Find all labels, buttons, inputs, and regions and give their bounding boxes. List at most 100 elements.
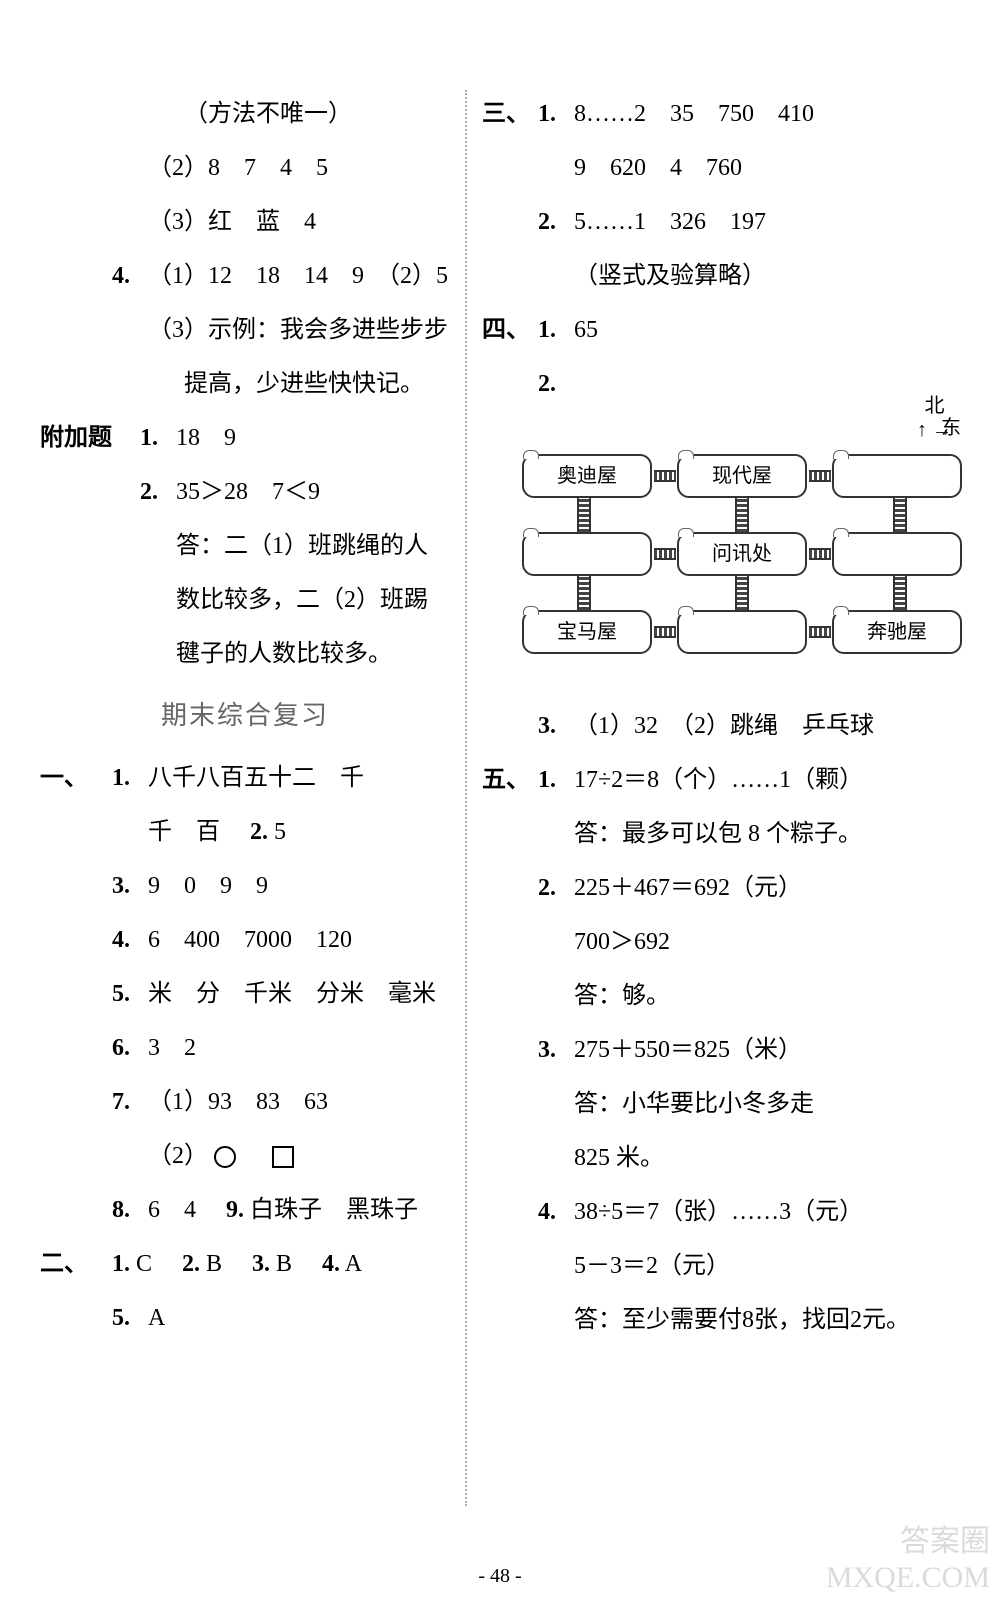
text-line: 答：最多可以包 8 个粽子。 [482, 810, 982, 858]
text: 275＋550＝825（米） [574, 1026, 982, 1074]
text-line: 答：小华要比小冬多走 [482, 1080, 982, 1128]
text: 毽子的人数比较多。 [176, 630, 450, 678]
h-connector [654, 470, 676, 482]
text: （2） [148, 1143, 208, 1169]
item-number: 9. [226, 1197, 244, 1223]
text-line: 3. （1）32 （2）跳绳 乒乓球 [482, 702, 982, 750]
text: （1）32 （2）跳绳 乒乓球 [574, 702, 982, 750]
item-number: 2. [140, 468, 176, 516]
v-connector [893, 576, 907, 610]
section-label: 二、 [40, 1240, 112, 1288]
column-divider [465, 90, 467, 1506]
text-line: （竖式及验算略） [482, 252, 982, 300]
text-line: 4. （1）12 18 14 9 （2）5 [40, 252, 450, 300]
h-connector [809, 470, 831, 482]
text-line: 毽子的人数比较多。 [40, 630, 450, 678]
map-node [677, 610, 807, 654]
text-line: 附加题 1. 18 9 [40, 414, 450, 462]
text: C [136, 1251, 176, 1277]
text-line: 答：够。 [482, 972, 982, 1020]
text: 35＞28 7＜9 [176, 468, 450, 516]
text-line: 6. 3 2 [40, 1024, 450, 1072]
text: 1. C 2. B 3. B 4. A [112, 1240, 450, 1288]
text: （方法不唯一） [184, 90, 450, 138]
map-node [522, 532, 652, 576]
grid-row: 宝马屋 奔驰屋 [522, 610, 962, 654]
text-line: 700＞692 [482, 918, 982, 966]
text-line: 3. 275＋550＝825（米） [482, 1026, 982, 1074]
text: 9 0 9 9 [148, 862, 450, 910]
text: （1）12 18 14 9 （2）5 [148, 252, 450, 300]
item-number: 1. [140, 414, 176, 462]
text: 白珠子 黑珠子 [250, 1197, 418, 1223]
item-number: 4. [112, 916, 148, 964]
text: A [148, 1294, 450, 1342]
compass-north: 北 [917, 394, 952, 418]
text-line: 2. 5……1 326 197 [482, 198, 982, 246]
text: （2）8 7 4 5 [148, 144, 450, 192]
item-number: 3. [252, 1251, 270, 1277]
compass-east: 东 [941, 416, 961, 440]
square-icon [272, 1146, 294, 1168]
text-line: 4. 6 400 7000 120 [40, 916, 450, 964]
right-column: 三、 1. 8……2 35 750 410 9 620 4 760 2. 5……… [472, 90, 992, 1506]
text-line: 4. 38÷5＝7（张）……3（元） [482, 1188, 982, 1236]
text: 答：够。 [574, 972, 982, 1020]
text-line: 7. （1）93 83 63 [40, 1078, 450, 1126]
item-number: 1. [112, 754, 148, 802]
item-number: 5. [112, 970, 148, 1018]
arrow-icon: ↑ [917, 418, 927, 442]
circle-icon [214, 1146, 236, 1168]
text: 3 2 [148, 1024, 450, 1072]
section-label: 一、 [40, 754, 112, 802]
watermark-text: 答案圈 [826, 1524, 990, 1560]
text: 提高，少进些快快记。 [184, 360, 450, 408]
map-node: 现代屋 [677, 454, 807, 498]
v-connector-row [522, 498, 962, 532]
text: A [345, 1251, 362, 1277]
map-node: 宝马屋 [522, 610, 652, 654]
v-connector [577, 498, 591, 532]
text-line: 5. 米 分 千米 分米 毫米 [40, 970, 450, 1018]
text: 千 百 [148, 819, 244, 845]
text-line: （2） [40, 1132, 450, 1180]
grid-map: 奥迪屋 现代屋 问讯处 [522, 454, 962, 654]
item-number: 4. [112, 252, 148, 300]
item-number: 1. [538, 90, 574, 138]
map-node: 奥迪屋 [522, 454, 652, 498]
v-connector-row [522, 576, 962, 610]
text: 答：小华要比小冬多走 [574, 1080, 982, 1128]
text: 5－3＝2（元） [574, 1242, 982, 1290]
text-line: 二、 1. C 2. B 3. B 4. A [40, 1240, 450, 1288]
section-heading: 期末综合复习 [40, 690, 450, 742]
section-label: 五、 [482, 756, 538, 804]
section-label: 附加题 [40, 414, 140, 462]
text: 9 620 4 760 [574, 144, 982, 192]
item-number: 2. [538, 198, 574, 246]
text: 数比较多，二（2）班踢 [176, 576, 450, 624]
text-line: 五、 1. 17÷2＝8（个）……1（颗） [482, 756, 982, 804]
h-connector [654, 626, 676, 638]
text: （3）示例：我会多进些步步 [148, 306, 450, 354]
text-line: 825 米。 [482, 1134, 982, 1182]
text-line: 三、 1. 8……2 35 750 410 [482, 90, 982, 138]
text: 18 9 [176, 414, 450, 462]
compass-icon: 北 ↑ → 东 [917, 394, 952, 442]
map-node: 问讯处 [677, 532, 807, 576]
text-line: 2. [482, 360, 982, 408]
text: 6 400 7000 120 [148, 916, 450, 964]
item-number: 3. [538, 1026, 574, 1074]
h-connector [654, 548, 676, 560]
text: （2） [148, 1132, 450, 1180]
item-number: 4. [322, 1251, 340, 1277]
v-connector [735, 498, 749, 532]
text-line: 8. 6 4 9. 白珠子 黑珠子 [40, 1186, 450, 1234]
item-number: 1. [538, 306, 574, 354]
text-line: （3）示例：我会多进些步步 [40, 306, 450, 354]
item-number: 1. [112, 1251, 130, 1277]
text-line: 答：二（1）班跳绳的人 [40, 522, 450, 570]
text: B [206, 1251, 246, 1277]
h-connector [809, 548, 831, 560]
item-number: 5. [112, 1294, 148, 1342]
text: 千 百 2. 5 [148, 808, 450, 856]
